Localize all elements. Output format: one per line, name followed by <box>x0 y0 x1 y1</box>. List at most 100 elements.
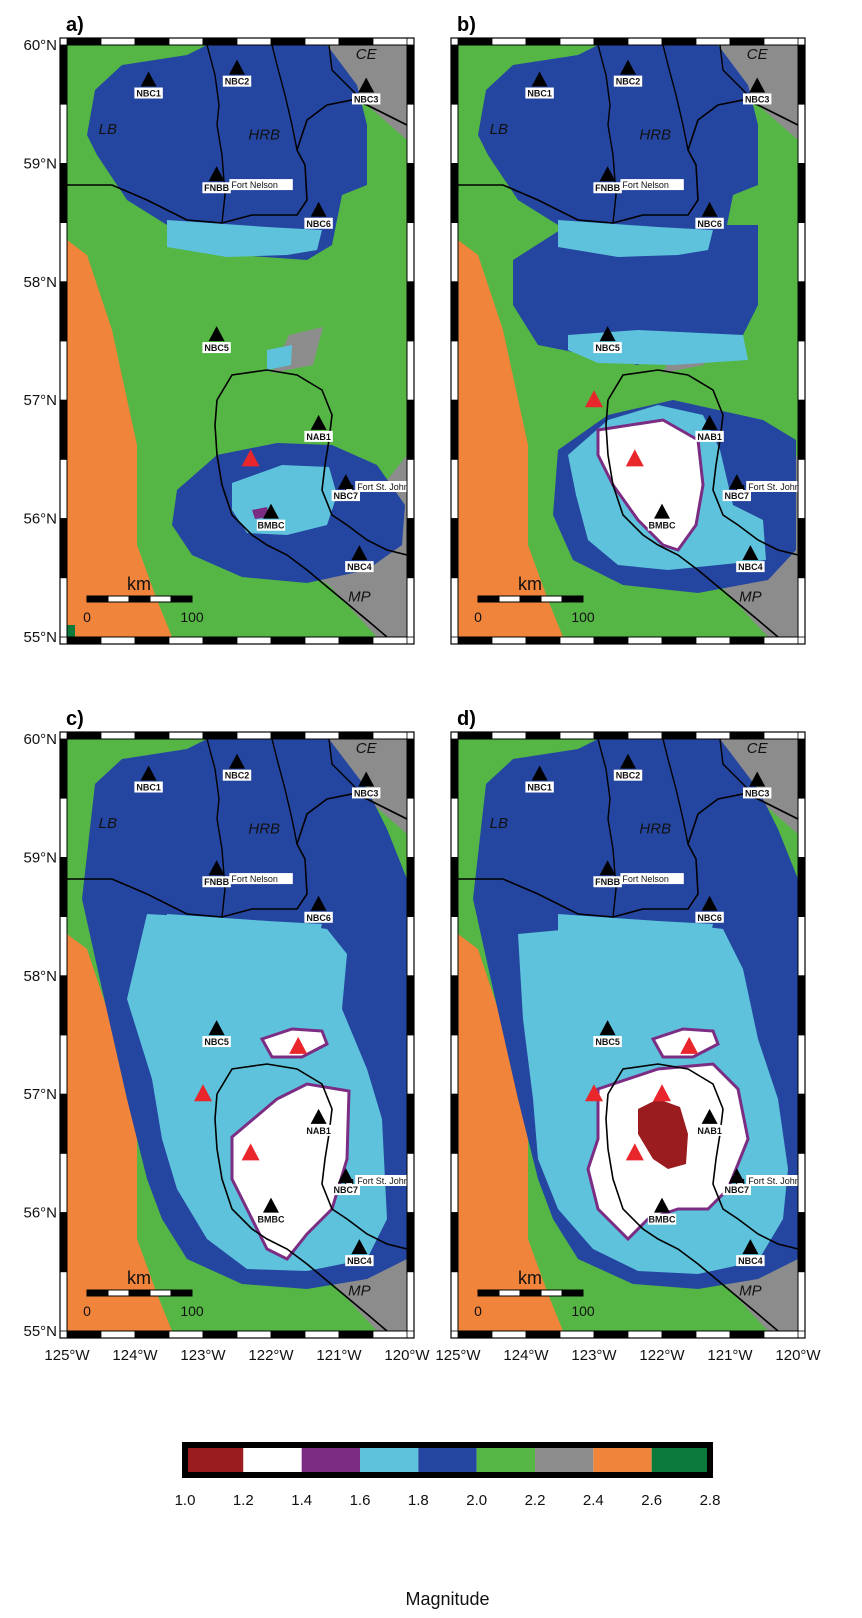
colorbar-swatch <box>476 1445 535 1475</box>
frame-tick <box>372 636 408 645</box>
boundary-line-south <box>607 369 798 556</box>
colorbar-swatch <box>301 1445 360 1475</box>
frame-tick <box>729 731 765 740</box>
event-red-triangle-icon <box>585 1084 603 1102</box>
map-panel-a: LB HRB CE MP Fort Nelson Fort St. John NBC1 NBC… <box>59 37 415 645</box>
town-label-bg <box>746 481 798 492</box>
frame-tick <box>661 1330 697 1339</box>
scalebar-end-label: 100 <box>571 1303 595 1319</box>
frame-tick <box>338 1330 374 1339</box>
station-label-bg <box>222 769 252 781</box>
frame-tick <box>450 222 459 283</box>
frame-tick <box>59 1093 68 1154</box>
panel-letter: b) <box>457 14 476 36</box>
frame-tick <box>304 1330 340 1339</box>
boundary-line-south <box>607 1063 798 1250</box>
frame-tick <box>66 1330 102 1339</box>
colorbar-tick-label: 1.0 <box>175 1492 196 1509</box>
frame-tick <box>661 37 697 46</box>
map-field-c: LB HRB CE MP Fort Nelson Fort St. John NBC1 NBC… <box>67 739 407 1331</box>
station-label: NBC2 <box>225 771 250 781</box>
latitude-tick-label: 59°N <box>23 155 57 172</box>
town-label: Fort Nelson <box>231 874 278 884</box>
station-label-bg <box>331 1184 360 1196</box>
event-red-triangle-icon <box>241 1143 260 1161</box>
station-triangle-icon <box>742 545 759 561</box>
frame-tick <box>450 797 459 858</box>
frame-tick <box>304 731 340 740</box>
station-label: NBC2 <box>616 771 641 781</box>
station-label-bg <box>722 490 751 502</box>
frame-tick <box>202 636 238 645</box>
longitude-tick-label: 120°W <box>384 1347 430 1364</box>
event-red-triangle-icon <box>289 1036 308 1054</box>
frame-tick <box>270 37 306 46</box>
station-label: NBC6 <box>697 219 722 229</box>
frame-tick <box>59 222 68 283</box>
station-label: BMBC <box>258 1215 285 1225</box>
region-label: CE <box>356 46 378 63</box>
frame-tick <box>450 857 459 918</box>
colorbar-swatch <box>185 1445 244 1475</box>
longitude-tick-label: 123°W <box>571 1347 617 1364</box>
colorbar-tick-label: 1.2 <box>233 1492 254 1509</box>
scalebar-segment <box>170 1289 193 1297</box>
scalebar-segment <box>149 1289 172 1297</box>
frame-tick <box>406 1093 415 1154</box>
magnitude-cyan-0 <box>558 220 713 257</box>
scalebar-end-label: 100 <box>180 609 204 625</box>
boundary-line-south-2 <box>214 1093 388 1331</box>
station-label: NBC6 <box>306 219 331 229</box>
station-label: NBC1 <box>527 89 552 99</box>
frame-tick <box>593 636 629 645</box>
frame-tick <box>59 975 68 1036</box>
scalebar-start-label: 0 <box>474 609 482 625</box>
station-triangle-icon <box>728 1168 745 1184</box>
frame-tick <box>729 1330 765 1339</box>
region-label: MP <box>739 588 762 605</box>
scalebar-start-label: 0 <box>83 1303 91 1319</box>
station-label: NAB1 <box>306 432 331 442</box>
frame-tick <box>59 518 68 579</box>
frame-tick <box>763 37 799 46</box>
magnitude-orange <box>458 240 563 637</box>
frame-tick <box>450 1152 459 1213</box>
station-triangle-icon <box>208 326 225 342</box>
station-triangle-icon <box>620 753 636 769</box>
frame-tick <box>406 857 415 918</box>
frame-tick <box>797 1093 806 1154</box>
frame-tick <box>59 797 68 858</box>
station-label: NBC4 <box>347 562 372 572</box>
station-triangle-icon <box>599 1020 616 1036</box>
frame-tick <box>450 1034 459 1095</box>
scalebar-unit-label: km <box>127 574 151 594</box>
magnitude-orange <box>67 934 172 1331</box>
station-label-bg <box>202 1036 231 1048</box>
region-label: HRB <box>639 821 671 838</box>
station-triangle-icon <box>599 166 616 182</box>
station-label: NBC6 <box>306 913 331 923</box>
frame-tick <box>797 797 806 858</box>
frame-tick <box>450 577 459 638</box>
frame-tick <box>797 577 806 638</box>
magnitude-cyan-1 <box>558 914 713 951</box>
frame-tick <box>491 731 527 740</box>
longitude-tick-label: 124°W <box>112 1347 158 1364</box>
frame-tick <box>59 281 68 342</box>
magnitude-gray-ce <box>720 45 798 140</box>
region-label: HRB <box>248 127 280 144</box>
station-label-bg <box>304 911 333 923</box>
longitude-tick-label: 125°W <box>435 1347 481 1364</box>
station-triangle-icon <box>229 753 245 769</box>
scalebar-segment <box>498 1289 521 1297</box>
panel-letter: c) <box>66 708 84 730</box>
region-label: LB <box>99 121 117 138</box>
map-field-a: LB HRB CE MP Fort Nelson Fort St. John NBC1 NBC… <box>67 45 407 637</box>
region-label: CE <box>747 46 769 63</box>
latitude-tick-label: 57°N <box>23 392 57 409</box>
latitude-tick-label: 58°N <box>23 968 57 985</box>
station-label: NBC6 <box>697 913 722 923</box>
frame-tick <box>168 731 204 740</box>
frame-tick <box>59 577 68 638</box>
station-label: BMBC <box>649 521 676 531</box>
